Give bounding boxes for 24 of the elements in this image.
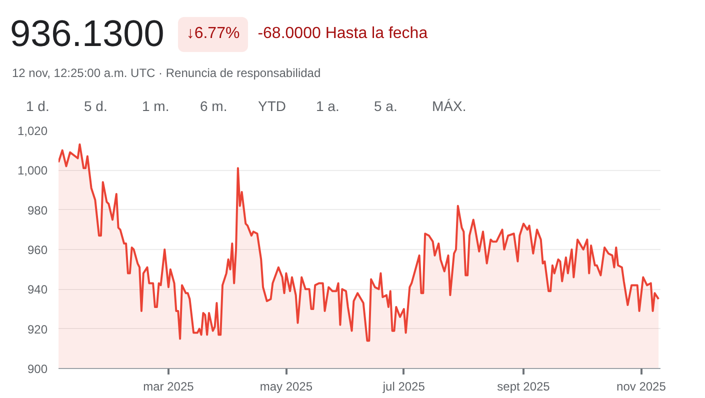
text: -68.0000 Hasta la fecha [258, 24, 428, 44]
text: 1 m. [142, 96, 170, 116]
text: 5 d. [84, 96, 108, 116]
text: 1 d. [26, 96, 50, 116]
chart-title: 936.1300 [10, 12, 164, 56]
y-tick-label: 900 [27, 362, 48, 376]
text: 6 m. [200, 96, 228, 116]
y-tick-label: 960 [27, 243, 48, 257]
text: MÁX. [432, 96, 468, 116]
text: 5 a. [374, 96, 398, 116]
y-tick-label: 1,000 [17, 164, 48, 178]
y-tick-label: 920 [27, 322, 48, 336]
x-tick-label: nov 2025 [616, 380, 666, 394]
y-tick-label: 940 [27, 282, 48, 297]
text: ↓6.77% [178, 17, 248, 52]
x-tick-label: jul 2025 [382, 380, 426, 394]
text: 1 a. [316, 96, 340, 116]
text: YTD [258, 96, 287, 116]
x-tick-label: mar 2025 [143, 380, 194, 394]
y-tick-label: 1,020 [17, 124, 48, 138]
x-tick-label: may 2025 [260, 380, 313, 394]
y-tick-label: 980 [27, 203, 48, 218]
x-tick-label: sept 2025 [497, 380, 550, 394]
chart-subtitle: 12 nov, 12:25:00 a.m. UTC · Renuncia de responsabilidad [12, 64, 322, 82]
